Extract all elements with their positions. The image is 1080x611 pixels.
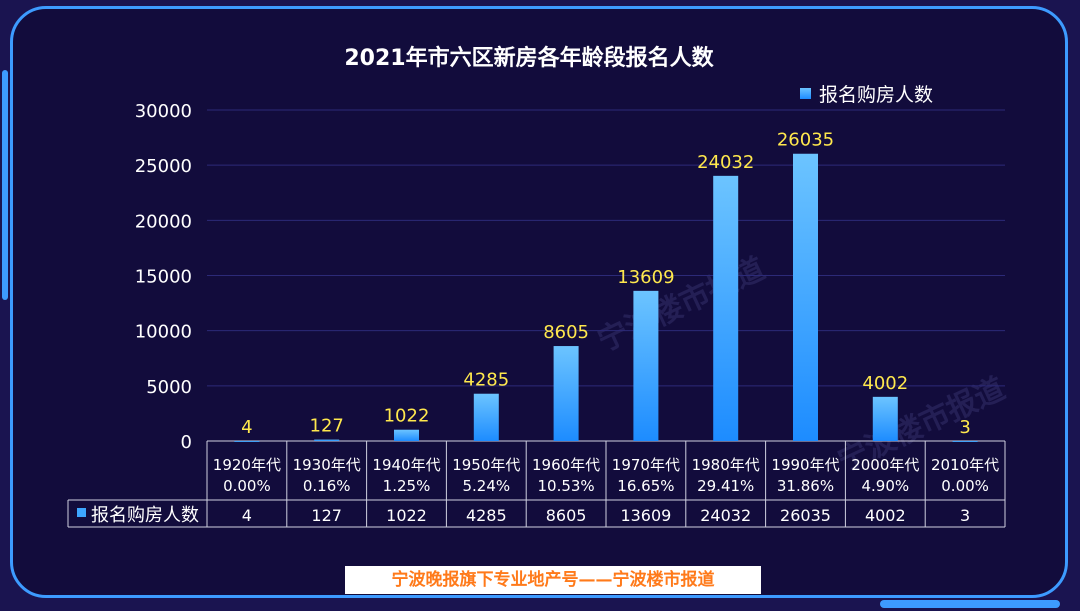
legend-swatch xyxy=(800,88,811,99)
x-tick-percentage: 0.00% xyxy=(223,477,271,495)
x-tick-percentage: 1.25% xyxy=(383,477,431,495)
chart-title: 2021年市六区新房各年龄段报名人数 xyxy=(344,46,714,71)
y-tick-label: 5000 xyxy=(146,377,192,398)
table-cell-value: 8605 xyxy=(546,506,587,525)
bar xyxy=(633,290,659,441)
x-tick-label: 1990年代 xyxy=(771,456,839,474)
table-cell-value: 1022 xyxy=(386,506,427,525)
x-tick-percentage: 5.24% xyxy=(462,477,510,495)
table-legend-swatch xyxy=(77,508,86,517)
x-tick-label: 1960年代 xyxy=(532,456,600,474)
data-label: 4 xyxy=(241,417,252,438)
data-label: 1022 xyxy=(384,406,430,427)
table-row-label: 报名购房人数 xyxy=(91,505,199,526)
x-tick-label: 1980年代 xyxy=(692,456,760,474)
x-tick-label: 1970年代 xyxy=(612,456,680,474)
x-tick-percentage: 31.86% xyxy=(777,477,834,495)
bar xyxy=(314,439,340,441)
chart-frame xyxy=(10,6,1068,598)
data-label: 13609 xyxy=(617,267,674,288)
table-cell-value: 4285 xyxy=(466,506,507,525)
bar xyxy=(713,175,739,442)
side-decoration-left xyxy=(2,70,8,300)
table-cell-value: 127 xyxy=(311,506,342,525)
data-label: 8605 xyxy=(543,322,589,343)
y-tick-label: 20000 xyxy=(135,211,192,232)
x-tick-label: 1920年代 xyxy=(213,456,281,474)
table-cell-value: 26035 xyxy=(780,506,831,525)
footer-banner: 宁波晚报旗下专业地产号——宁波楼市报道 xyxy=(345,566,761,594)
chart-legend: 报名购房人数 xyxy=(800,80,933,107)
y-tick-label: 10000 xyxy=(135,322,192,343)
bar xyxy=(553,346,579,441)
x-tick-percentage: 4.90% xyxy=(861,477,909,495)
table-cell-value: 24032 xyxy=(700,506,751,525)
data-label: 4002 xyxy=(862,373,908,394)
x-tick-label: 2010年代 xyxy=(931,456,999,474)
data-label: 127 xyxy=(310,416,344,437)
bar xyxy=(872,396,898,441)
x-tick-percentage: 0.00% xyxy=(941,477,989,495)
x-tick-percentage: 10.53% xyxy=(537,477,594,495)
data-label: 4285 xyxy=(463,370,509,391)
table-cell-value: 4002 xyxy=(865,506,906,525)
data-label: 3 xyxy=(959,417,970,438)
bar xyxy=(394,429,419,441)
data-label: 26035 xyxy=(777,130,834,151)
table-cell-value: 4 xyxy=(242,506,252,525)
table-cell-value: 13609 xyxy=(620,506,671,525)
bar xyxy=(234,440,260,442)
table-cell-value: 3 xyxy=(960,506,970,525)
x-tick-label: 2000年代 xyxy=(851,456,919,474)
x-tick-label: 1950年代 xyxy=(452,456,520,474)
x-tick-percentage: 16.65% xyxy=(617,477,674,495)
bar xyxy=(473,393,499,441)
y-tick-label: 0 xyxy=(181,432,192,453)
y-tick-label: 30000 xyxy=(135,101,192,122)
bar xyxy=(952,440,978,442)
y-tick-label: 25000 xyxy=(135,156,192,177)
data-label: 24032 xyxy=(697,152,754,173)
bar xyxy=(793,153,818,441)
side-decoration-bottom xyxy=(880,600,1060,608)
x-tick-percentage: 29.41% xyxy=(697,477,754,495)
legend-label: 报名购房人数 xyxy=(819,84,934,106)
x-tick-label: 1930年代 xyxy=(293,456,361,474)
x-tick-percentage: 0.16% xyxy=(303,477,351,495)
x-tick-label: 1940年代 xyxy=(372,456,440,474)
y-tick-label: 15000 xyxy=(135,267,192,288)
